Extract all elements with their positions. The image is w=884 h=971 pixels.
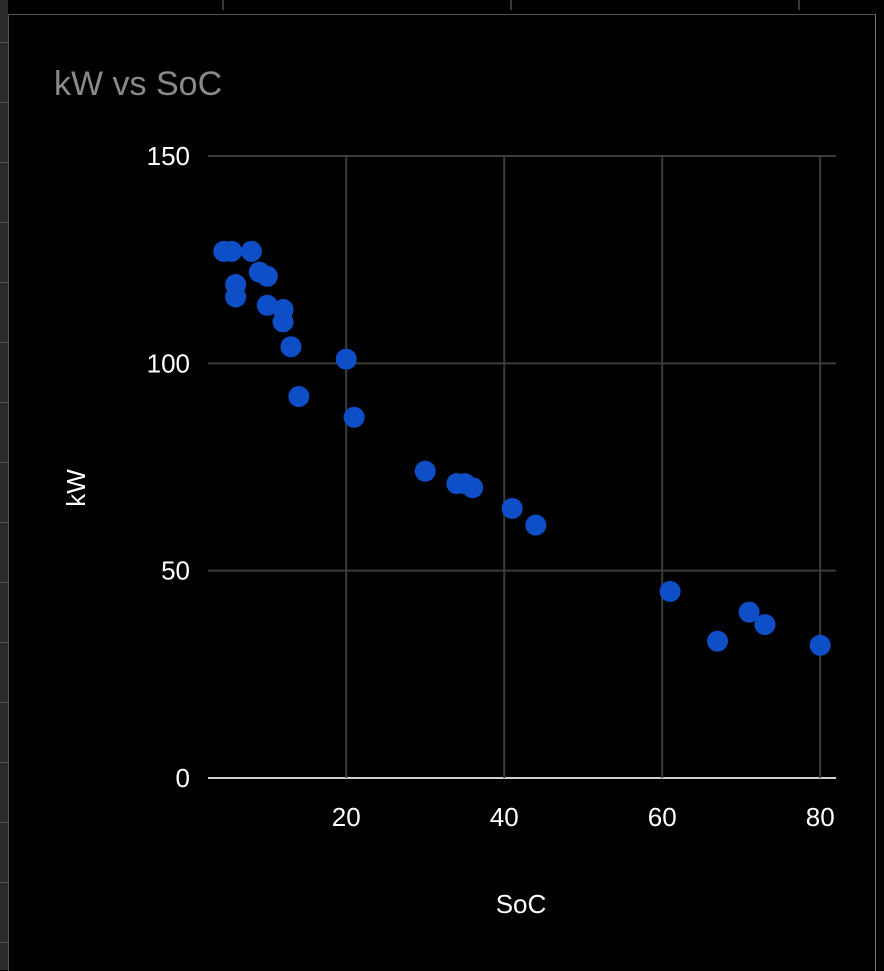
frame-tick bbox=[510, 0, 512, 10]
frame-side-tick bbox=[0, 162, 8, 163]
y-axis-label: kW bbox=[61, 469, 91, 507]
y-tick-label: 150 bbox=[147, 141, 190, 171]
x-tick-label: 60 bbox=[648, 802, 677, 832]
frame-side-tick bbox=[0, 762, 8, 763]
frame-side-tick bbox=[0, 822, 8, 823]
y-tick-label: 0 bbox=[176, 763, 190, 793]
frame-side-tick bbox=[0, 702, 8, 703]
data-points bbox=[213, 240, 831, 656]
data-point bbox=[754, 614, 776, 636]
data-point bbox=[280, 336, 302, 358]
x-axis-label: SoC bbox=[496, 889, 547, 919]
data-point bbox=[221, 240, 243, 262]
data-point bbox=[738, 601, 760, 623]
y-tick-label: 50 bbox=[161, 556, 190, 586]
data-point bbox=[256, 265, 278, 287]
frame-side-tick bbox=[0, 942, 8, 943]
data-point bbox=[256, 294, 278, 316]
frame-side-tick bbox=[0, 882, 8, 883]
grid-lines bbox=[208, 155, 836, 779]
data-point bbox=[809, 634, 831, 656]
frame-tick bbox=[222, 0, 224, 10]
frame-side-tick bbox=[0, 102, 8, 103]
frame-side-tick bbox=[0, 402, 8, 403]
data-point bbox=[272, 311, 294, 333]
y-tick-label: 100 bbox=[147, 348, 190, 378]
frame-side-tick bbox=[0, 42, 8, 43]
data-point bbox=[240, 240, 262, 262]
data-point bbox=[525, 514, 547, 536]
data-point bbox=[335, 348, 357, 370]
x-tick-label: 80 bbox=[806, 802, 835, 832]
frame-side-tick bbox=[0, 582, 8, 583]
frame-side-tick bbox=[0, 222, 8, 223]
x-axis-ticks: 20 40 60 80 bbox=[332, 802, 835, 832]
frame-side-tick bbox=[0, 642, 8, 643]
frame-side-tick bbox=[0, 522, 8, 523]
frame-tick bbox=[798, 0, 800, 10]
data-point bbox=[225, 286, 247, 308]
chart-title: kW vs SoC bbox=[54, 65, 222, 103]
data-point bbox=[501, 497, 523, 519]
data-point bbox=[659, 580, 681, 602]
x-tick-label: 20 bbox=[332, 802, 361, 832]
data-point bbox=[343, 406, 365, 428]
frame-side-tick bbox=[0, 282, 8, 283]
data-point bbox=[462, 477, 484, 499]
x-tick-label: 40 bbox=[490, 802, 519, 832]
data-point bbox=[414, 460, 436, 482]
y-axis-ticks: 0 50 100 150 bbox=[147, 141, 190, 793]
frame-side-tick bbox=[0, 342, 8, 343]
frame-side-tick bbox=[0, 462, 8, 463]
data-point bbox=[288, 386, 310, 408]
data-point bbox=[707, 630, 729, 652]
chart-panel bbox=[8, 14, 876, 971]
